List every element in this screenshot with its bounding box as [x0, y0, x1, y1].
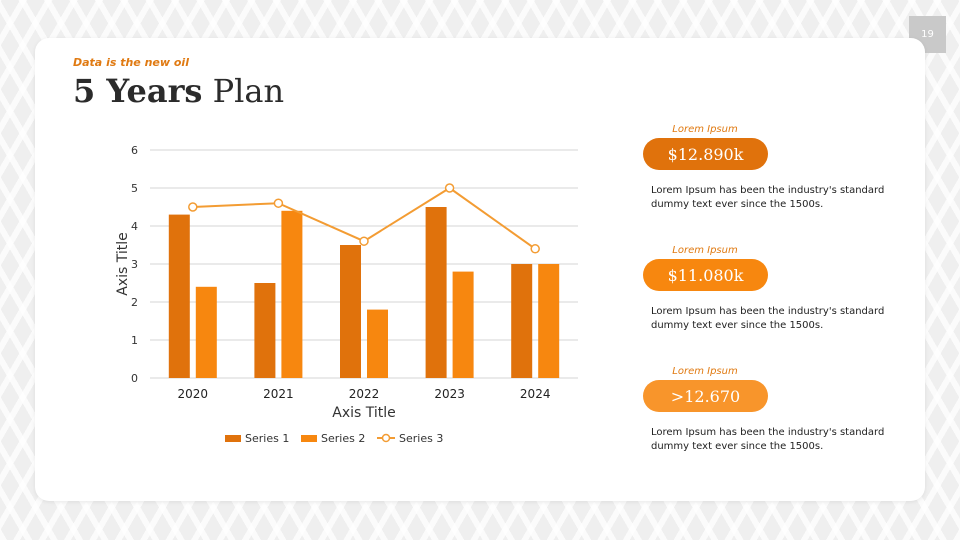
y-tick-label: 3	[131, 258, 138, 271]
y-tick-label: 1	[131, 334, 138, 347]
bar-series-1	[168, 214, 190, 378]
line-point	[444, 183, 455, 193]
stat-label: Lorem Ipsum	[672, 366, 738, 377]
stat-description: Lorem Ipsum has been the industry's stan…	[651, 306, 885, 331]
bar-series-2	[195, 286, 217, 378]
stat-value-pill: $11.080k	[643, 259, 768, 291]
bar-series-2	[367, 309, 388, 378]
bar-series-1	[511, 264, 533, 378]
page-title: 5 Years Plan	[73, 72, 284, 110]
title-bold: 5 Years	[73, 72, 203, 110]
title-regular: Plan	[212, 72, 285, 110]
legend-swatch	[301, 435, 317, 442]
stat-description: Lorem Ipsum has been the industry's stan…	[651, 185, 885, 210]
x-tick-label: 2020	[178, 387, 209, 401]
stat-label: Lorem Ipsum	[672, 245, 738, 256]
combo-chart: 0 1 2 3 4 5 6 2020 2021 2022 2023 2024 Axis Title Axi…	[115, 144, 578, 445]
bar-series-1	[340, 245, 361, 378]
stat-value-pill: >12.670	[643, 380, 768, 412]
x-tick-label: 2021	[263, 387, 294, 401]
legend-label: Series 2	[321, 432, 365, 445]
stat-description: Lorem Ipsum has been the industry's stan…	[651, 427, 885, 452]
y-tick-label: 4	[131, 220, 138, 233]
x-tick-label: 2023	[434, 387, 465, 401]
stat-value-pill: $12.890k	[643, 138, 768, 170]
x-tick-label: 2024	[520, 387, 551, 401]
y-axis-title: Axis Title	[115, 232, 131, 296]
bar-series-1	[254, 283, 276, 378]
bar-series-1	[425, 207, 447, 378]
legend-marker	[381, 433, 391, 443]
line-point	[273, 198, 284, 208]
line-point	[530, 244, 540, 254]
y-tick-label: 2	[131, 296, 138, 309]
line-point	[359, 236, 369, 246]
stat-label: Lorem Ipsum	[672, 124, 738, 135]
bar-series-2	[281, 210, 303, 378]
bar-series-2	[538, 264, 560, 378]
y-tick-label: 5	[131, 182, 138, 195]
y-tick-label: 6	[131, 144, 138, 157]
x-axis-title: Axis Title	[332, 405, 396, 421]
legend-label: Series 1	[245, 432, 289, 445]
legend-label: Series 3	[399, 432, 443, 445]
bar-series-2	[452, 271, 474, 378]
legend-swatch	[225, 435, 241, 442]
y-tick-label: 0	[131, 372, 138, 385]
line-point	[188, 202, 198, 212]
eyebrow-text: Data is the new oil	[73, 56, 189, 69]
slide-card: Data is the new oil 5 Years Plan 0 1 2 3 4 5 6…	[35, 38, 925, 501]
x-tick-label: 2022	[349, 387, 380, 401]
